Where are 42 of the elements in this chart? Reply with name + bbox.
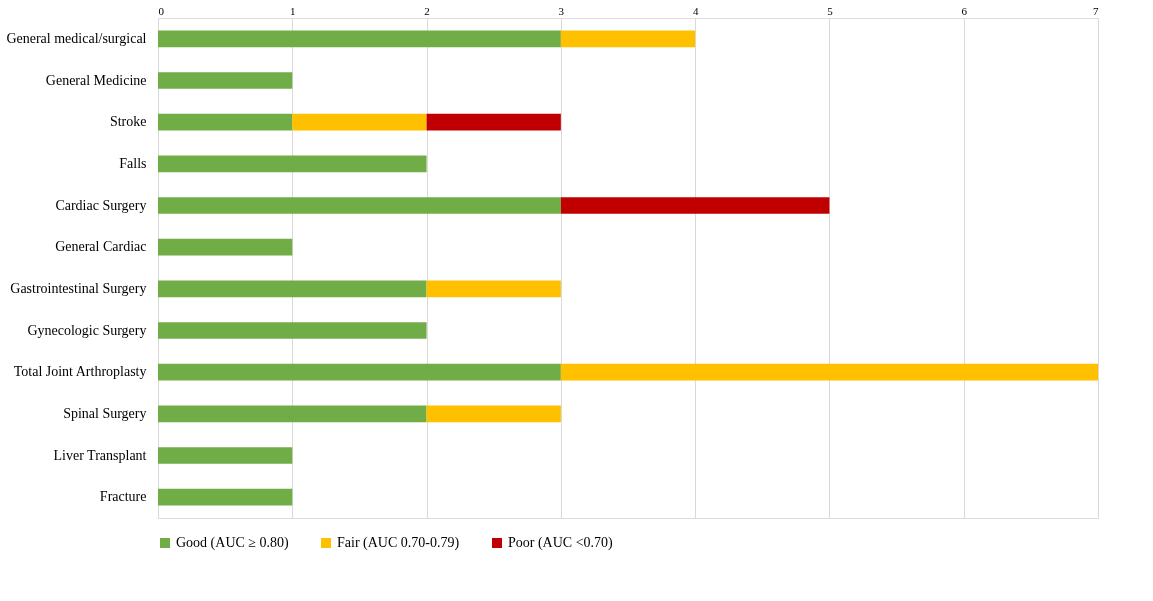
x-tick-label: 6 <box>961 4 968 17</box>
bar <box>158 197 561 214</box>
y-tick-label: Total Joint Arthroplasty <box>13 364 147 380</box>
bar <box>158 280 427 298</box>
legend-label: Fair (AUC 0.70-0.79) <box>337 535 460 551</box>
y-tick-label: Falls <box>119 155 147 171</box>
x-tick-label: 2 <box>424 4 430 17</box>
x-tick-label: 3 <box>558 4 565 17</box>
bar <box>158 113 293 131</box>
bar <box>158 30 561 48</box>
bar <box>158 447 293 464</box>
bar <box>560 30 696 48</box>
x-tick-label: 5 <box>827 4 834 17</box>
bar <box>292 113 427 131</box>
x-tick-label: 1 <box>290 4 296 17</box>
bar <box>158 405 427 423</box>
y-tick-label: Spinal Surgery <box>63 405 147 421</box>
x-tick-label: 4 <box>692 4 699 17</box>
y-tick-label: Liver Transplant <box>53 447 147 463</box>
y-tick-label: Stroke <box>109 114 147 130</box>
bar <box>158 322 427 339</box>
y-tick-label: Fracture <box>99 489 147 505</box>
y-tick-label: General medical/surgical <box>6 30 147 46</box>
y-tick-label: General Medicine <box>45 72 147 88</box>
x-tick-label: 7 <box>1093 4 1099 17</box>
bar <box>158 488 293 506</box>
x-tick-label: 0 <box>158 4 165 17</box>
bar <box>560 363 1098 381</box>
y-tick-label: Cardiac Surgery <box>55 197 147 213</box>
bar <box>158 155 427 173</box>
y-tick-label: Gynecologic Surgery <box>27 322 147 338</box>
legend-label: Good (AUC ≥ 0.80) <box>176 535 290 551</box>
bar <box>560 197 830 214</box>
bar <box>426 113 561 131</box>
bar <box>158 363 561 381</box>
bar <box>426 405 561 423</box>
bar <box>158 72 293 89</box>
y-tick-label: General Cardiac <box>55 239 147 255</box>
legend-label: Poor (AUC <0.70) <box>508 535 614 551</box>
bar <box>158 238 293 256</box>
bar <box>426 280 561 298</box>
y-tick-label: Gastrointestinal Surgery <box>10 280 147 296</box>
